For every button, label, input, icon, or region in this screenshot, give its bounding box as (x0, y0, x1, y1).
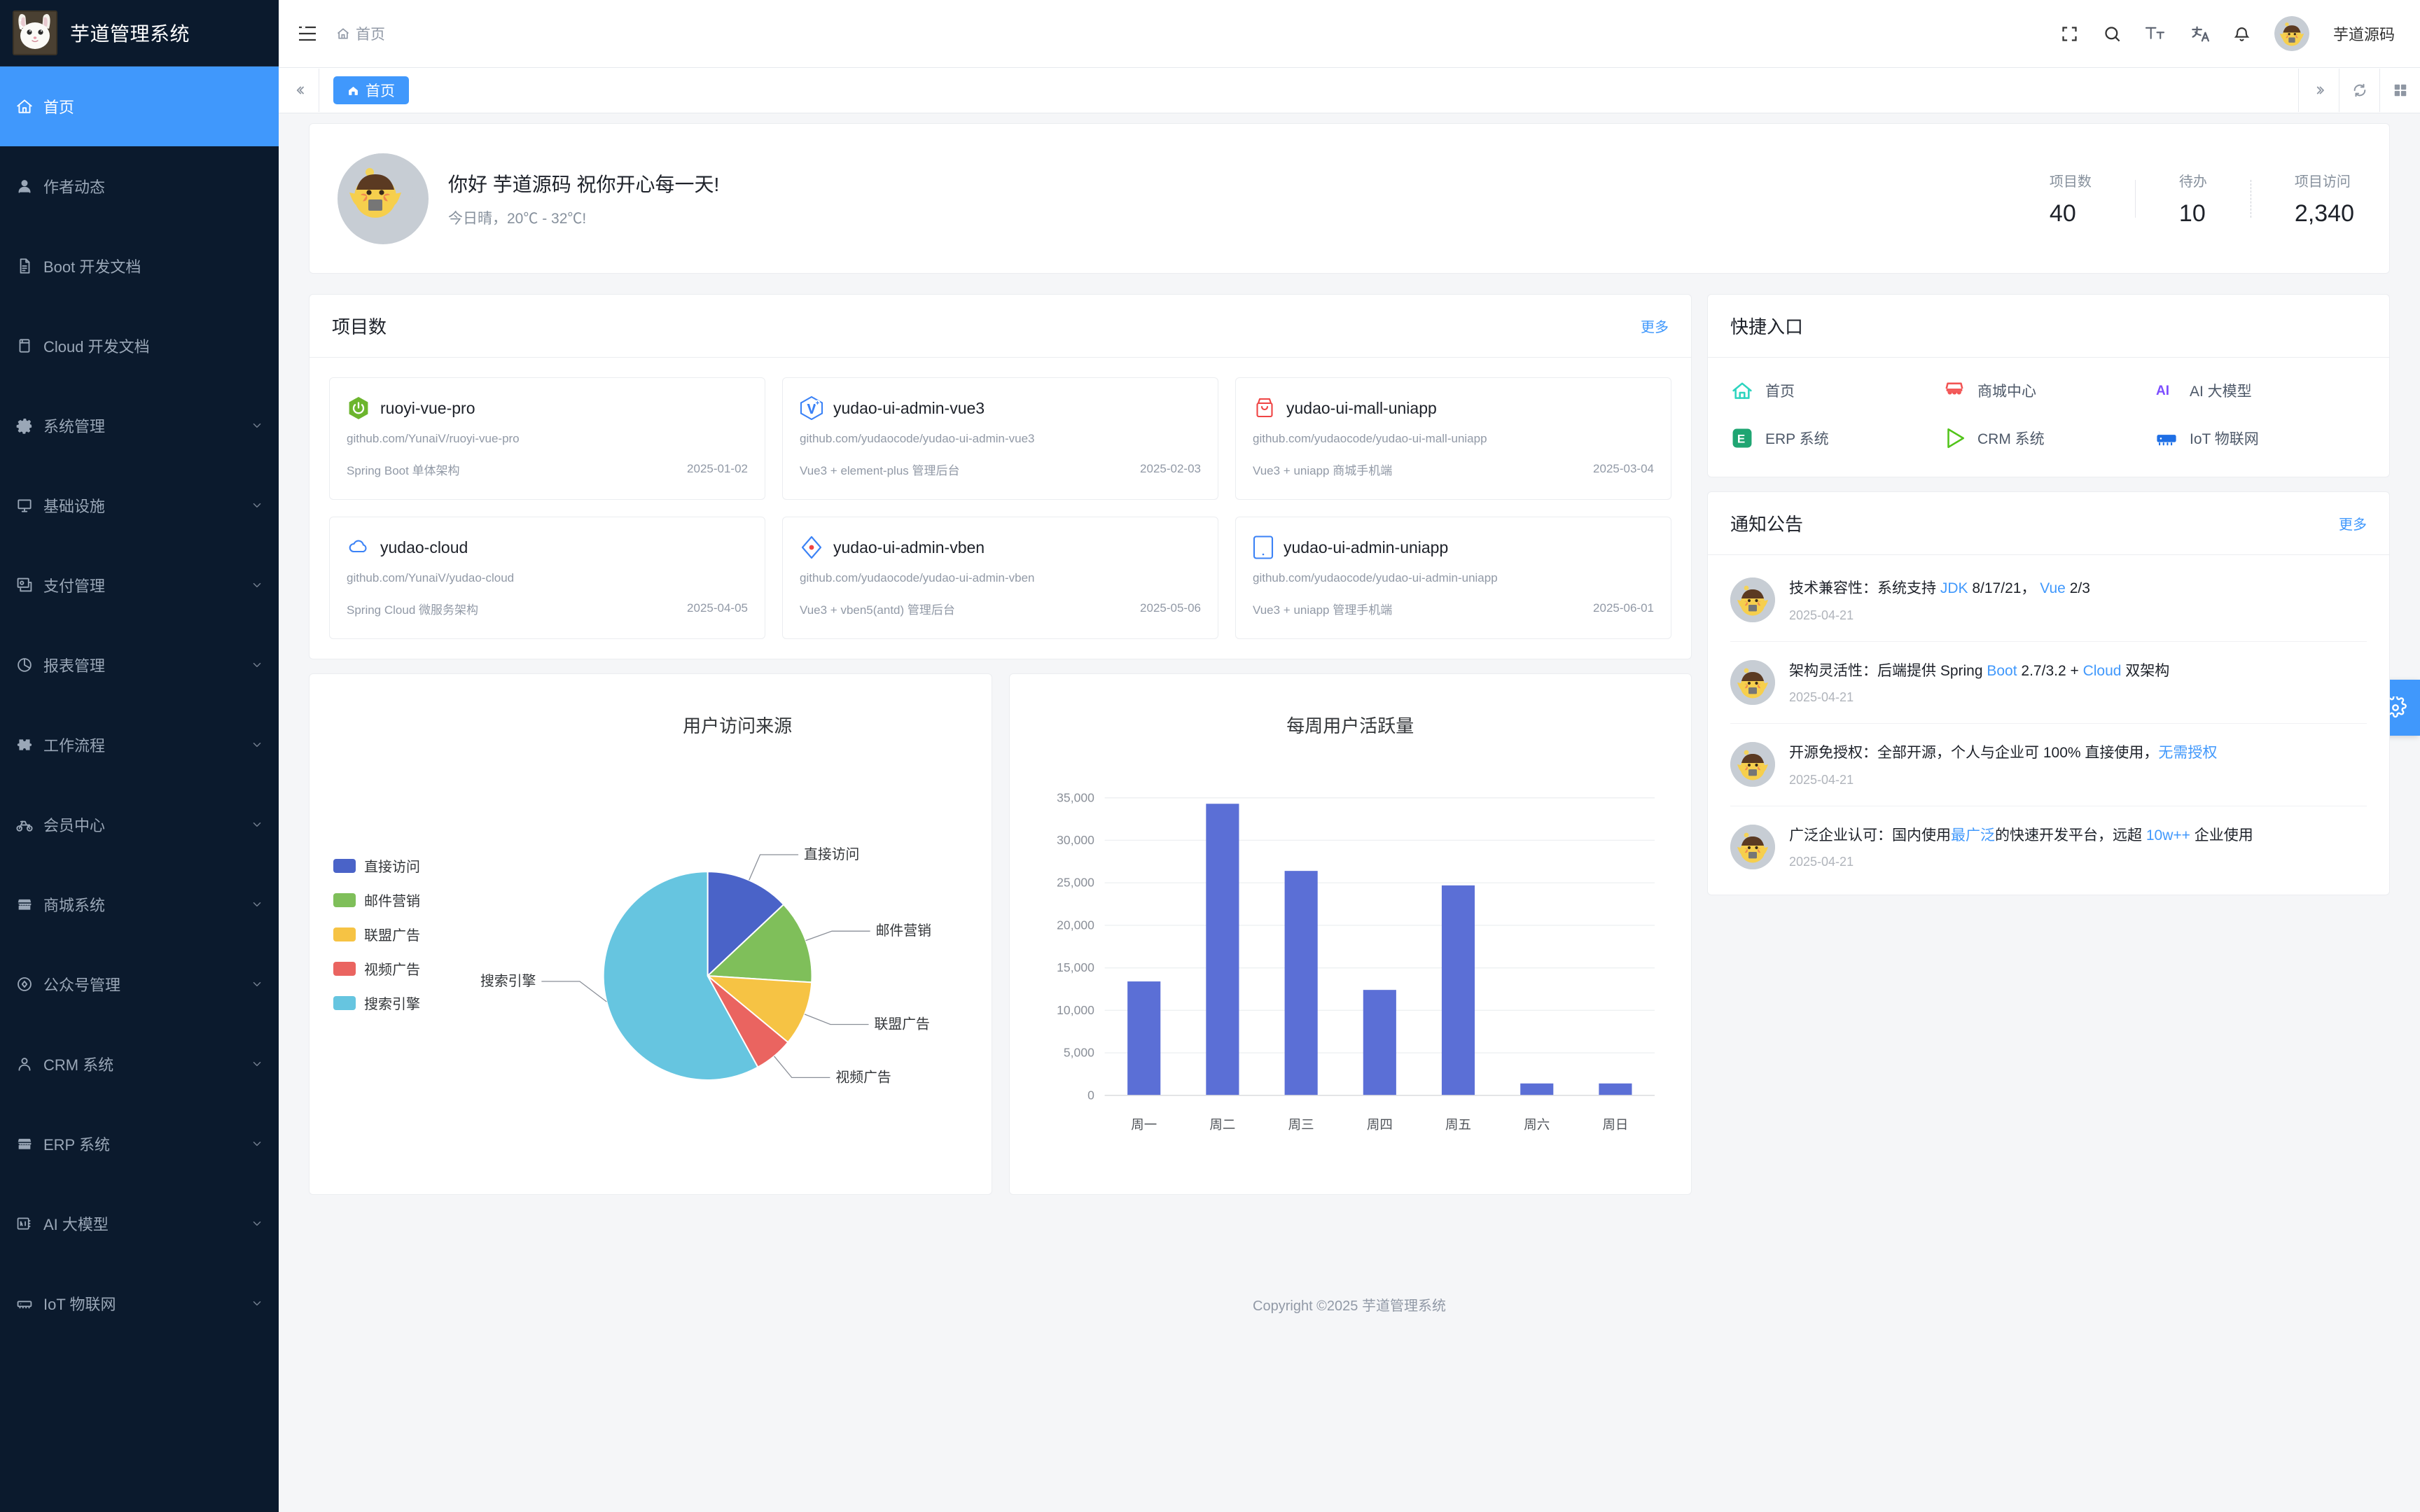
svg-text:周一: 周一 (1131, 1117, 1157, 1132)
svg-text:35,000: 35,000 (1057, 790, 1094, 804)
svg-text:视频广告: 视频广告 (835, 1070, 891, 1085)
svg-text:邮件营销: 邮件营销 (876, 923, 931, 939)
svg-text:20,000: 20,000 (1057, 918, 1094, 932)
svg-text:周日: 周日 (1602, 1117, 1628, 1132)
svg-text:直接访问: 直接访问 (804, 847, 859, 862)
svg-text:25,000: 25,000 (1057, 876, 1094, 890)
svg-text:周二: 周二 (1209, 1117, 1235, 1132)
svg-text:AI: AI (2156, 384, 2169, 398)
svg-text:5,000: 5,000 (1063, 1046, 1094, 1060)
svg-text:10,000: 10,000 (1057, 1003, 1094, 1017)
svg-text:搜索引擎: 搜索引擎 (480, 974, 536, 989)
svg-text:周六: 周六 (1524, 1117, 1550, 1132)
svg-text:周五: 周五 (1445, 1117, 1471, 1132)
svg-text:E: E (1737, 432, 1745, 445)
svg-text:15,000: 15,000 (1057, 960, 1094, 974)
svg-text:0: 0 (1087, 1088, 1094, 1102)
svg-text:30,000: 30,000 (1057, 833, 1094, 847)
svg-text:周三: 周三 (1288, 1117, 1314, 1132)
svg-text:联盟广告: 联盟广告 (875, 1016, 930, 1032)
svg-text:周四: 周四 (1366, 1117, 1392, 1132)
